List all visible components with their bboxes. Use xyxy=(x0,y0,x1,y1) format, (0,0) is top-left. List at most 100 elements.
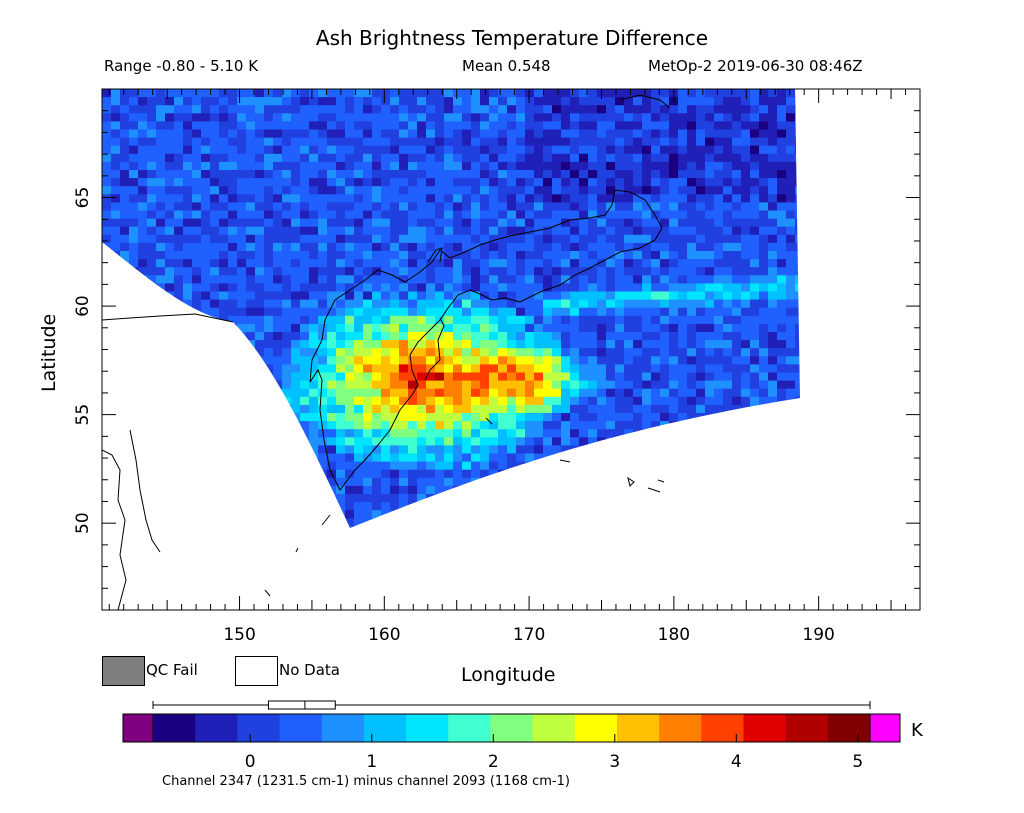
data-pixel xyxy=(273,275,283,284)
data-pixel xyxy=(138,145,148,155)
data-pixel xyxy=(363,178,373,187)
data-pixel xyxy=(543,121,553,131)
data-pixel xyxy=(597,121,607,131)
data-pixel xyxy=(381,226,391,236)
data-pixel xyxy=(390,97,400,106)
data-pixel xyxy=(795,315,800,325)
data-pixel xyxy=(111,145,121,155)
data-pixel xyxy=(480,413,490,422)
data-pixel xyxy=(219,218,229,228)
data-pixel xyxy=(651,307,661,317)
data-pixel xyxy=(399,267,409,276)
data-pixel xyxy=(444,299,454,309)
data-pixel xyxy=(327,210,337,220)
data-pixel xyxy=(615,218,625,228)
data-pixel xyxy=(588,267,598,276)
data-pixel xyxy=(687,307,697,317)
data-pixel xyxy=(462,202,472,212)
data-pixel xyxy=(678,340,688,349)
data-pixel xyxy=(633,283,643,293)
data-pixel xyxy=(255,259,265,268)
data-pixel xyxy=(741,348,751,357)
data-pixel xyxy=(696,202,706,212)
data-pixel xyxy=(669,404,679,414)
data-pixel xyxy=(750,242,760,252)
data-pixel xyxy=(606,421,616,430)
data-pixel xyxy=(633,178,643,187)
data-pixel xyxy=(282,315,292,325)
data-pixel xyxy=(291,259,301,268)
data-pixel xyxy=(498,380,508,390)
data-pixel xyxy=(363,153,373,163)
data-pixel xyxy=(633,275,643,284)
data-pixel xyxy=(453,89,463,98)
data-pixel xyxy=(192,210,202,220)
data-pixel xyxy=(102,218,112,228)
data-pixel xyxy=(237,299,247,309)
data-pixel xyxy=(345,421,355,430)
data-pixel xyxy=(579,323,589,333)
data-pixel xyxy=(399,178,409,187)
data-pixel xyxy=(444,421,454,430)
data-pixel xyxy=(453,404,463,414)
data-pixel xyxy=(309,97,319,106)
data-pixel xyxy=(282,105,292,114)
data-pixel xyxy=(471,404,481,414)
data-pixel xyxy=(327,275,337,284)
data-pixel xyxy=(282,178,292,187)
data-pixel xyxy=(714,307,724,317)
data-pixel xyxy=(120,153,130,163)
data-pixel xyxy=(264,251,274,260)
data-pixel xyxy=(570,259,580,268)
data-pixel xyxy=(417,477,427,487)
data-pixel xyxy=(273,137,283,147)
data-pixel xyxy=(336,275,346,284)
data-pixel xyxy=(669,226,679,236)
data-pixel xyxy=(633,186,643,195)
data-pixel xyxy=(336,380,346,390)
data-pixel xyxy=(399,364,409,374)
data-pixel xyxy=(291,218,301,228)
data-pixel xyxy=(507,275,517,284)
data-pixel xyxy=(399,485,409,495)
data-pixel xyxy=(597,113,607,122)
data-pixel xyxy=(417,251,427,260)
data-pixel xyxy=(471,307,481,317)
data-pixel xyxy=(750,275,760,284)
data-pixel xyxy=(408,161,418,171)
data-pixel xyxy=(363,380,373,390)
data-pixel xyxy=(453,453,463,463)
data-pixel xyxy=(723,186,733,195)
data-pixel xyxy=(633,218,643,228)
data-pixel xyxy=(633,251,643,260)
data-pixel xyxy=(534,97,544,106)
data-pixel xyxy=(318,218,328,228)
data-pixel xyxy=(516,453,526,463)
data-pixel xyxy=(336,372,346,382)
data-pixel xyxy=(273,153,283,163)
data-pixel xyxy=(435,121,445,131)
data-pixel xyxy=(750,340,760,349)
data-pixel xyxy=(255,89,265,98)
data-pixel xyxy=(525,121,535,131)
data-pixel xyxy=(606,323,616,333)
data-pixel xyxy=(336,234,346,244)
data-pixel xyxy=(291,121,301,131)
data-pixel xyxy=(696,323,706,333)
data-pixel xyxy=(678,105,688,114)
data-pixel xyxy=(741,340,751,349)
data-pixel xyxy=(201,121,211,131)
data-pixel xyxy=(444,307,454,317)
data-pixel xyxy=(687,348,697,357)
data-pixel xyxy=(408,97,418,106)
data-pixel xyxy=(777,153,787,163)
data-pixel xyxy=(507,202,517,212)
data-pixel xyxy=(210,210,220,220)
data-pixel xyxy=(714,153,724,163)
data-pixel xyxy=(462,421,472,430)
data-pixel xyxy=(615,283,625,293)
data-pixel xyxy=(615,145,625,155)
data-pixel xyxy=(687,210,697,220)
data-pixel xyxy=(435,113,445,122)
data-pixel xyxy=(507,186,517,195)
